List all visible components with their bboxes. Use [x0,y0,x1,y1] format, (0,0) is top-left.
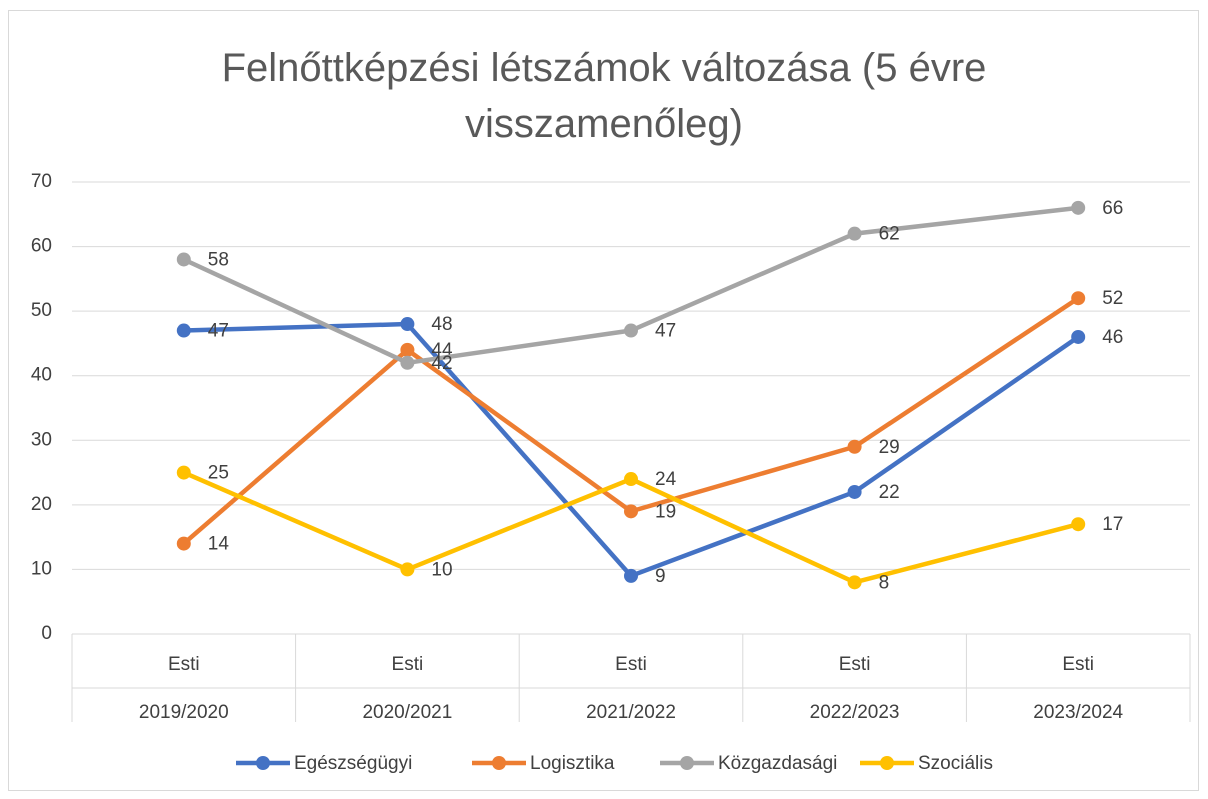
legend-label: Szociális [918,753,993,774]
x-tick-label: Esti [1062,654,1094,675]
x-group-label: 2023/2024 [1033,702,1123,723]
y-tick-label: 40 [31,365,52,386]
x-group-label: 2022/2023 [810,702,900,723]
data-label: 22 [879,482,900,503]
y-tick-label: 60 [31,236,52,257]
data-point [847,439,862,454]
data-label: 58 [208,250,229,271]
data-label: 29 [879,437,900,458]
data-point [400,562,415,577]
data-label: 14 [208,534,230,555]
data-point [1071,200,1086,215]
data-point [847,484,862,499]
legend-label: Egészségügyi [294,753,412,774]
y-tick-label: 50 [31,300,52,321]
data-label: 47 [655,321,676,342]
data-label: 48 [431,314,452,335]
data-point [1071,517,1086,532]
data-point [400,342,415,357]
x-group-label: 2021/2022 [586,702,676,723]
data-label: 17 [1102,514,1123,535]
y-tick-label: 30 [31,429,52,450]
y-tick-label: 0 [41,623,52,644]
legend-marker [880,756,894,770]
data-label: 52 [1102,288,1123,309]
x-group-label: 2020/2021 [362,702,452,723]
x-tick-label: Esti [392,654,424,675]
data-point [847,575,862,590]
data-point [624,323,638,338]
x-group-label: 2019/2020 [139,702,229,723]
legend-label: Logisztika [530,753,615,774]
x-tick-label: Esti [615,654,647,675]
chart-border [8,10,1199,791]
chart-title: Felnőttképzési létszámok változása (5 év… [221,46,987,146]
data-point [624,568,638,583]
data-point [1071,329,1086,344]
data-point [176,536,191,551]
legend-marker [256,756,270,770]
y-tick-label: 70 [31,171,52,192]
y-tick-label: 10 [31,558,52,579]
data-point [176,252,191,267]
data-label: 47 [208,321,229,342]
data-label: 25 [208,463,229,484]
data-label: 19 [655,501,676,522]
data-label: 46 [1102,327,1123,348]
y-tick-label: 20 [31,494,52,515]
data-point [400,355,415,370]
data-point [400,317,415,332]
data-point [624,472,638,487]
data-point [176,465,191,480]
data-point [624,504,638,519]
legend-marker [680,756,694,770]
data-point [176,323,191,338]
data-label: 66 [1102,198,1123,219]
data-label: 8 [879,572,890,593]
data-point [1071,291,1086,306]
data-label: 10 [431,559,452,580]
data-label: 42 [431,353,452,374]
data-label: 9 [655,566,666,587]
legend-label: Közgazdasági [718,753,837,774]
data-label: 62 [879,224,900,245]
x-tick-label: Esti [168,654,200,675]
data-point [847,226,862,241]
x-tick-label: Esti [839,654,871,675]
legend-marker [492,756,506,770]
data-label: 24 [655,469,677,490]
